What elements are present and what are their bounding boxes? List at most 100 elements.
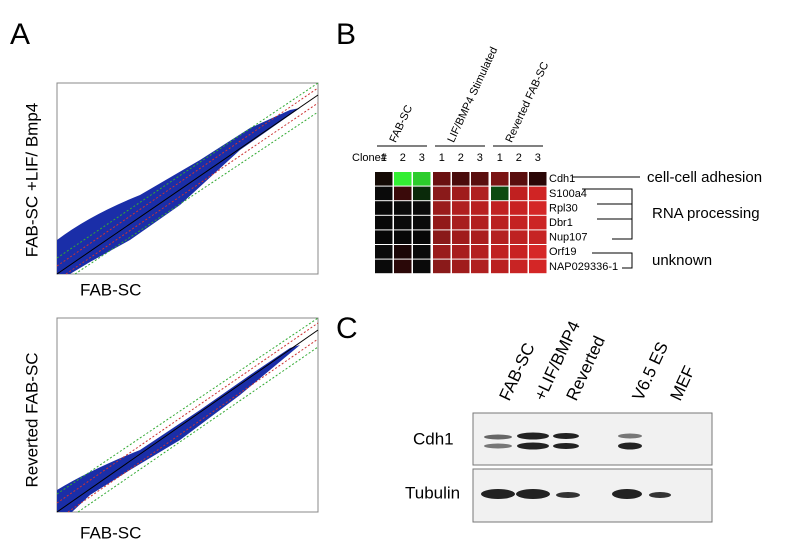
heatmap-cell <box>510 215 528 230</box>
heatmap-cell <box>394 215 412 230</box>
heatmap-cell <box>491 259 509 274</box>
scatter-plot: FAB-SC +LIF/ Bmp4 FAB-SC <box>22 82 319 299</box>
panel-label: C <box>336 312 358 345</box>
guide-line <box>56 322 319 504</box>
heatmap-cell <box>471 172 489 186</box>
heatmap-cell <box>529 186 547 201</box>
heatmap-cell <box>471 201 489 215</box>
heatmap-cell <box>471 230 489 244</box>
row-header: Clone# <box>352 152 388 164</box>
heatmap-cell <box>413 259 431 274</box>
gene-label: Rpl30 <box>549 202 578 214</box>
gene-label: Dbr1 <box>549 217 573 229</box>
heatmap-cell <box>452 215 470 230</box>
guide-line <box>65 102 319 275</box>
clone-number: 1 <box>381 152 387 164</box>
heatmap-cell <box>413 186 431 201</box>
heatmap-cell <box>394 259 412 274</box>
clone-number: 2 <box>516 152 522 164</box>
diagonal <box>56 329 319 513</box>
heatmap-cell <box>452 245 470 259</box>
gene-label: Orf19 <box>549 246 577 258</box>
heatmap-cell <box>433 201 451 215</box>
heatmap-cell <box>529 201 547 215</box>
gene-label: S100a4 <box>549 188 587 200</box>
heatmap-cell <box>413 172 431 186</box>
heatmap-cell <box>452 186 470 201</box>
gene-label: Nup107 <box>549 232 588 244</box>
guide-line <box>67 338 319 513</box>
heatmap-cell <box>471 215 489 230</box>
heatmap-cell <box>375 245 393 259</box>
y-axis-label: FAB-SC +LIF/ Bmp4 <box>22 103 41 257</box>
x-axis-label: FAB-SC <box>80 523 141 542</box>
heatmap-cell <box>375 172 393 186</box>
clone-number: 1 <box>497 152 503 164</box>
heatmap-cell <box>471 259 489 274</box>
heatmap-cell <box>510 259 528 274</box>
heatmap-cell <box>452 201 470 215</box>
heatmap-cell <box>433 230 451 244</box>
guide-line <box>77 346 319 513</box>
clone-number: 3 <box>419 152 425 164</box>
heatmap-cell <box>452 230 470 244</box>
clone-number: 3 <box>477 152 483 164</box>
heatmap-cell <box>394 186 412 201</box>
heatmap-cell <box>491 186 509 201</box>
heatmap-cell <box>413 245 431 259</box>
heatmap-cell <box>375 201 393 215</box>
heatmap-cell <box>413 215 431 230</box>
heatmap-cell <box>491 201 509 215</box>
band-label: Cdh1 <box>413 429 454 448</box>
clone-number: 2 <box>400 152 406 164</box>
heatmap-cell <box>491 245 509 259</box>
heatmap-cell <box>452 172 470 186</box>
scatter-cloud <box>57 345 300 512</box>
group-label: FAB-SC <box>387 103 415 144</box>
heatmap-cell <box>394 172 412 186</box>
clone-number: 2 <box>458 152 464 164</box>
lane-label: V6.5 ES <box>628 339 672 404</box>
heatmap-cell <box>413 230 431 244</box>
guide-line <box>74 111 319 275</box>
annotation: cell-cell adhesion <box>647 169 762 186</box>
guide-line <box>56 82 319 259</box>
clone-number: 1 <box>439 152 445 164</box>
y-axis-label: Reverted FAB-SC <box>22 352 41 487</box>
heatmap-cell <box>529 230 547 244</box>
heatmap-cell <box>452 259 470 274</box>
heatmap-cell <box>491 215 509 230</box>
group-label: Reverted FAB-SC <box>503 60 551 144</box>
clone-number: 3 <box>535 152 541 164</box>
heatmap-cell <box>529 259 547 274</box>
lane-label: MEF <box>666 363 698 404</box>
heatmap-cell <box>510 230 528 244</box>
bracket <box>592 252 633 269</box>
heatmap-cell <box>433 215 451 230</box>
heatmap-cell <box>394 201 412 215</box>
heatmap-cell <box>471 186 489 201</box>
bands <box>481 432 671 499</box>
heatmap-cell <box>510 172 528 186</box>
group-label: LIF/BMP4 Stimulated <box>445 45 500 144</box>
plot-frame <box>56 317 319 513</box>
heatmap-cell <box>433 186 451 201</box>
guide-line <box>56 317 319 495</box>
x-axis-label: FAB-SC <box>80 280 141 299</box>
heatmap-cell <box>394 230 412 244</box>
heatmap-cell <box>433 172 451 186</box>
diagonal <box>56 94 319 275</box>
scatter-plot: Reverted FAB-SC FAB-SC <box>22 317 319 542</box>
heatmap-cell <box>394 245 412 259</box>
heatmap-cell <box>471 245 489 259</box>
heatmap-cell <box>433 259 451 274</box>
heatmap-cell <box>510 245 528 259</box>
annotation: RNA processing <box>652 205 760 222</box>
heatmap-cell <box>510 201 528 215</box>
heatmap-cell <box>510 186 528 201</box>
guide-line <box>56 87 319 267</box>
plot-frame <box>56 82 319 275</box>
